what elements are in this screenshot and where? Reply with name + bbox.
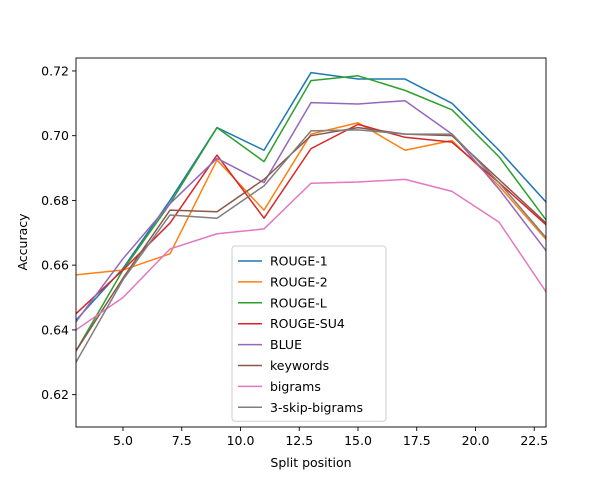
series-line-rouge-l [76,75,546,352]
x-tick-label: 7.5 [172,433,192,448]
legend: ROUGE-1 ROUGE-2 ROUGE-L ROUGE-SU4 BLUE keywor… [231,245,387,422]
y-tick-label: 0.70 [41,128,69,143]
legend-label: BLUE [270,337,302,352]
y-tick-label: 0.66 [41,258,69,273]
legend-label: ROUGE-L [270,295,327,310]
series-layer [76,71,546,364]
legend-label: keywords [270,358,329,373]
y-tick-label: 0.72 [41,63,69,78]
y-axis-title: Accuracy [15,213,30,271]
plot-area [75,57,547,428]
x-tick-label: 5.0 [113,433,133,448]
y-tick-label: 0.62 [41,387,69,402]
series-line-bigrams [76,178,546,331]
legend-label: 3-skip-bigrams [270,400,363,415]
y-tick-label: 0.64 [41,322,69,337]
x-axis-ticks: 5.0 7.5 10.0 12.5 15.0 17.5 20.0 22.5 [113,427,548,448]
legend-box [231,245,387,422]
x-tick-label: 17.5 [403,433,431,448]
x-axis-title: Split position [270,455,351,470]
plot-frame [75,57,547,428]
x-tick-label: 20.0 [462,433,490,448]
series-line-rouge-su4 [76,123,546,315]
x-tick-label: 10.0 [227,433,255,448]
x-tick-label: 12.5 [285,433,313,448]
legend-label: ROUGE-2 [270,274,328,289]
legend-label: ROUGE-1 [270,254,328,269]
series-line-3-skip-bigrams [76,129,546,364]
legend-label: bigrams [270,379,321,394]
series-line-blue [76,99,546,323]
y-axis-ticks: 0.62 0.64 0.66 0.68 0.70 0.72 [41,63,76,402]
legend-label: ROUGE-SU4 [270,316,345,331]
y-tick-label: 0.68 [41,193,69,208]
x-tick-label: 15.0 [344,433,372,448]
x-tick-label: 22.5 [520,433,548,448]
